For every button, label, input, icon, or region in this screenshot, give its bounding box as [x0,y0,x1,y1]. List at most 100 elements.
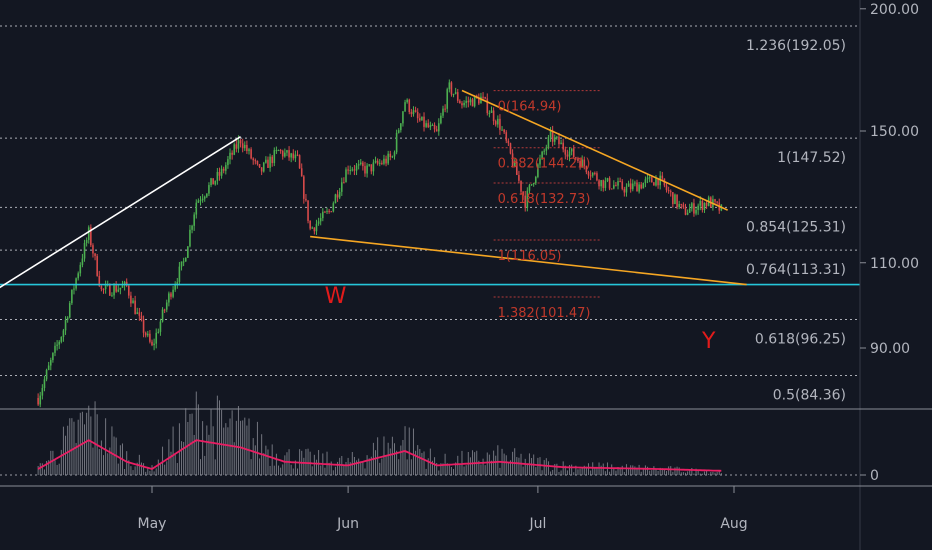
candle-body [699,200,702,206]
candle-body [322,211,324,219]
candle-body [473,95,476,107]
candle-body [488,112,491,114]
candle-body [549,130,552,138]
x-tick-label: Aug [720,516,747,532]
candle-body [41,388,44,396]
candle-body [144,332,147,336]
candle-body [119,287,122,290]
candle-body [151,341,153,346]
candle-body [499,118,501,130]
candle-body [600,180,602,187]
candle-body [400,123,402,131]
candle-body [208,185,210,194]
candle-body [686,212,689,215]
candle-body [123,281,126,286]
candle-body [661,175,664,179]
candle-body [541,151,543,159]
candle-body [286,150,288,153]
candle-body [604,180,607,188]
candle-body [58,341,61,345]
candle-body [465,100,467,103]
candle-body [642,182,645,189]
candle-body [90,227,92,246]
candle-body [364,166,366,174]
candle-body [674,194,676,205]
candle-body [530,184,533,186]
candle-body [296,154,299,156]
candle-body [543,150,546,152]
candle-body [222,168,225,171]
candle-body [370,164,373,172]
candle-body [254,160,257,162]
candle-body [539,158,541,165]
candle-body [252,158,255,161]
candle-body [161,309,164,322]
candle-body [96,256,98,276]
candle-body [587,172,590,176]
candle-body [520,180,522,192]
candle-body [292,153,295,159]
candle-body [159,321,162,332]
candle-body [391,156,394,158]
candle-body [376,160,379,164]
candle-body [461,103,463,106]
candle-body [478,97,480,104]
candle-body [657,178,659,186]
candle-body [98,275,101,286]
candle-body [92,245,94,254]
y-tick-label: 90.00 [870,341,910,357]
candle-body [617,181,619,186]
candle-body [284,152,286,157]
candle-body [324,211,326,213]
candle-body [191,225,193,230]
candle-body [79,264,82,274]
candle-body [81,258,84,265]
candle-body [265,159,267,163]
candle-body [471,99,474,107]
candle-body [501,129,503,131]
candle-body [634,182,636,184]
candle-body [227,159,229,166]
candle-body [672,192,674,205]
candle-body [551,130,554,142]
candle-body [315,223,318,232]
candle-body [311,227,314,229]
candle-body [172,289,174,297]
candle-body [440,115,442,124]
volume-ma-line [37,439,722,472]
x-tick-label: Jun [336,516,359,532]
candle-body [566,154,569,157]
candle-body [688,208,691,213]
candle-body [532,183,535,185]
candle-body [303,176,305,199]
candle-body [138,312,141,316]
candle-body [372,162,375,172]
candle-body [553,137,556,142]
candle-body [534,176,537,184]
candle-body [115,285,117,292]
candle-body [52,352,54,361]
candle-body [305,198,307,201]
candle-body [467,100,470,103]
candle-body [598,180,600,187]
fib-level-label: 0.764(113.31) [746,262,846,278]
candle-body [556,136,558,138]
candle-body [248,149,250,152]
candle-body [317,221,320,224]
candle-body [385,158,387,164]
candle-body [631,183,634,190]
candle-body [482,96,484,98]
candle-body [328,210,330,212]
candle-body [121,285,124,288]
candle-body [644,179,647,183]
candle-body [235,144,238,149]
candle-body [47,365,50,370]
trendline-white [0,136,241,289]
candle-body [77,273,79,279]
fib-red-label: 0.618(132.73) [498,192,591,207]
candle-body [537,164,539,177]
candle-body [406,99,408,103]
candle-body [43,379,46,389]
candle-body [456,92,459,101]
candle-body [62,330,65,337]
